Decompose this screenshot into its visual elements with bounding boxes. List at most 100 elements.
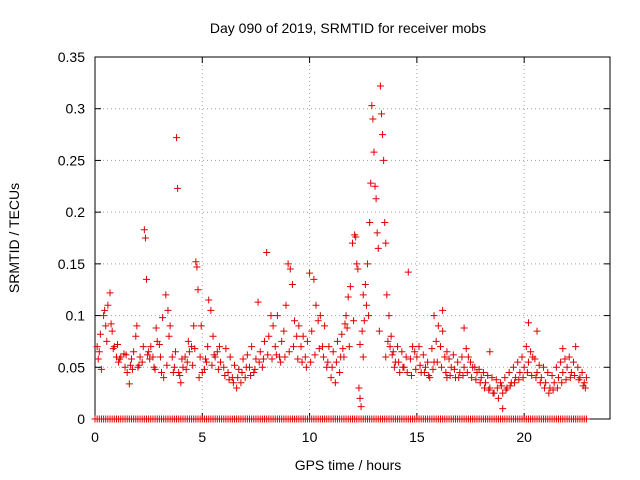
data-point	[341, 320, 349, 328]
data-point	[409, 343, 417, 351]
data-point	[531, 355, 539, 363]
data-point	[349, 239, 356, 247]
data-point	[303, 337, 311, 345]
data-point	[477, 374, 485, 382]
data-point	[506, 382, 514, 390]
data-point	[384, 337, 392, 345]
data-point	[213, 348, 221, 356]
data-point	[197, 322, 205, 330]
y-tick-label: 0.3	[66, 101, 86, 117]
data-point	[336, 368, 344, 376]
data-point	[567, 368, 575, 376]
data-point	[459, 372, 467, 380]
data-point	[297, 343, 305, 351]
data-point	[346, 283, 354, 291]
data-point	[528, 372, 536, 380]
data-point	[222, 345, 230, 353]
data-point	[362, 301, 370, 309]
data-point	[527, 348, 535, 356]
data-point	[102, 322, 110, 330]
data-point	[480, 384, 488, 392]
data-point	[462, 345, 470, 353]
data-point	[394, 343, 402, 351]
data-point	[263, 248, 271, 256]
data-point	[173, 134, 181, 142]
data-point	[353, 260, 361, 268]
data-point	[454, 358, 462, 366]
data-point	[366, 218, 374, 226]
data-point	[514, 358, 522, 366]
data-point	[443, 374, 451, 382]
data-point	[575, 376, 583, 384]
data-point	[256, 348, 264, 356]
data-point	[122, 351, 130, 359]
data-point	[523, 368, 531, 376]
data-point	[388, 351, 396, 359]
data-point	[310, 275, 318, 283]
data-point	[280, 327, 288, 335]
data-point	[433, 358, 441, 366]
data-point	[298, 358, 306, 366]
data-point	[416, 361, 424, 369]
y-tick-label: 0.05	[58, 359, 85, 375]
data-point	[277, 358, 285, 366]
data-point	[344, 293, 352, 301]
data-point	[282, 301, 290, 309]
data-point	[355, 384, 363, 392]
data-point	[497, 379, 505, 387]
data-point	[288, 281, 296, 289]
data-point	[176, 372, 184, 380]
data-point	[114, 341, 122, 349]
data-point	[255, 358, 263, 366]
data-point	[299, 332, 307, 340]
y-tick-label: 0	[77, 411, 85, 427]
data-point	[328, 363, 336, 371]
data-point	[519, 374, 527, 382]
x-tick-label: 5	[198, 429, 206, 445]
data-point	[233, 384, 241, 392]
data-point	[247, 372, 255, 380]
data-point	[178, 355, 186, 363]
data-point	[536, 379, 544, 387]
data-point	[558, 379, 566, 387]
data-point	[123, 368, 131, 376]
data-point	[442, 368, 450, 376]
data-point	[445, 355, 453, 363]
data-point	[578, 368, 586, 376]
data-point	[101, 306, 109, 314]
data-point	[315, 345, 323, 353]
data-point	[272, 351, 280, 359]
data-point	[107, 320, 115, 328]
data-point	[516, 368, 524, 376]
data-point	[570, 358, 578, 366]
data-point	[571, 372, 579, 380]
data-point	[365, 312, 373, 320]
data-point	[581, 384, 589, 392]
data-point	[217, 358, 225, 366]
data-point	[559, 345, 567, 353]
data-point	[103, 337, 111, 345]
data-point	[224, 368, 232, 376]
data-point	[268, 355, 276, 363]
x-tick-label: 0	[91, 429, 99, 445]
data-point	[421, 363, 429, 371]
data-point	[94, 355, 102, 363]
data-point	[582, 374, 590, 382]
data-point	[331, 379, 339, 387]
data-point	[539, 363, 547, 371]
data-point	[301, 353, 309, 361]
data-point	[163, 361, 171, 369]
data-point	[220, 363, 228, 371]
data-point	[205, 296, 213, 304]
data-point	[456, 368, 464, 376]
data-point	[156, 353, 164, 361]
data-point	[398, 348, 406, 356]
y-tick-label: 0.15	[58, 256, 85, 272]
data-point	[230, 361, 238, 369]
data-point	[192, 258, 200, 266]
data-point	[133, 322, 141, 330]
data-point	[132, 332, 140, 340]
data-point	[116, 355, 124, 363]
data-point	[396, 368, 404, 376]
data-point	[535, 361, 543, 369]
